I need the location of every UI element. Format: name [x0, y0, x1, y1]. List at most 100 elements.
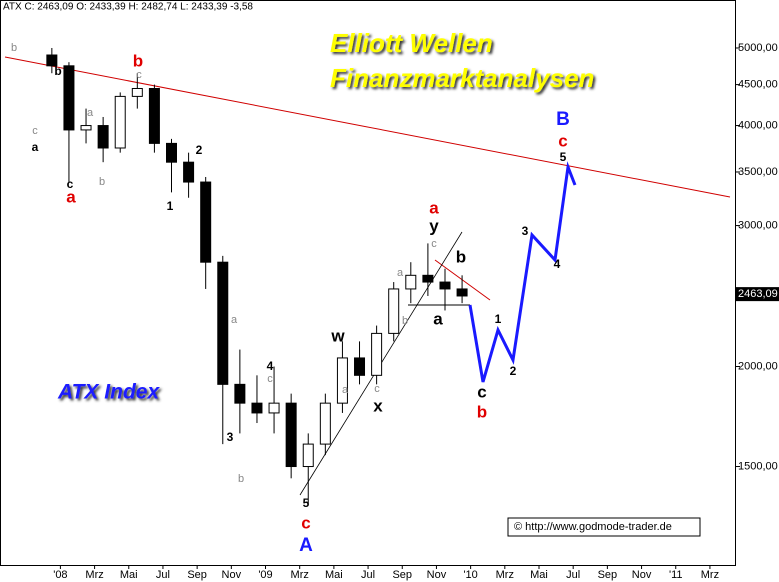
candle-body [80, 125, 92, 131]
wave-label: b [99, 176, 105, 188]
wave-label: a [66, 187, 76, 206]
wave-label: c [558, 131, 567, 150]
candle-body [405, 274, 417, 290]
wave-label: c [136, 69, 142, 81]
candle-body [46, 54, 58, 67]
candle-body [63, 65, 75, 131]
y-tick-label: 3000,00 [738, 219, 778, 231]
x-tick-label: Mai [120, 569, 138, 581]
x-tick-label: '10 [463, 569, 477, 581]
last-price-box [736, 287, 779, 302]
wave-label: 3 [522, 224, 529, 238]
last-price-label: 2463,09 [738, 288, 778, 300]
wave-label: a [429, 198, 439, 217]
wave-label: x [373, 396, 383, 415]
wave-label: c [67, 177, 74, 191]
candle-body [217, 261, 229, 385]
candle-body [422, 274, 434, 283]
wave-label: 4 [267, 359, 274, 373]
wave-label: B [556, 109, 570, 130]
candle-body [336, 357, 348, 404]
wave-label: b [133, 51, 143, 70]
x-tick-label: '09 [258, 569, 272, 581]
wave-label: c [32, 125, 38, 137]
y-tick-label: 1500,00 [738, 460, 778, 472]
x-tick-label: Jul [566, 569, 580, 581]
y-tick-label: 3500,00 [738, 166, 778, 178]
wave-label: c [431, 238, 437, 250]
x-tick-label: Sep [187, 569, 207, 581]
y-tick-label: 5000,00 [738, 42, 778, 54]
candle-body [148, 87, 160, 144]
y-tick-label: 2000,00 [738, 360, 778, 372]
wave-label: 2 [196, 143, 203, 157]
wave-label: b [54, 64, 61, 78]
wave-label: a [342, 384, 349, 396]
wave-label: a [397, 267, 404, 279]
wave-label: w [330, 326, 345, 345]
x-tick-label: Jul [156, 569, 170, 581]
wave-label: a [231, 314, 238, 326]
x-tick-label: Nov [222, 569, 242, 581]
candle-body [354, 357, 366, 376]
x-tick-label: Sep [392, 569, 412, 581]
x-tick-label: Mrz [701, 569, 719, 581]
projection-path [468, 161, 577, 383]
chart-title: Elliott Wellen [330, 28, 493, 58]
wave-label: 4 [554, 257, 561, 271]
x-tick-label: Mrz [291, 569, 309, 581]
candle-body [114, 95, 126, 149]
wave-label: c [301, 513, 310, 532]
source: © http://www.godmode-trader.de [514, 521, 672, 533]
candle-body [302, 443, 314, 468]
candle-body [319, 402, 331, 445]
x-tick-label: Nov [632, 569, 652, 581]
wave-label: 1 [167, 199, 174, 213]
candle-body [371, 332, 383, 376]
x-tick-label: Nov [427, 569, 447, 581]
wave-label: b [238, 473, 244, 485]
wave-label: b [402, 315, 408, 327]
candle-body [268, 402, 280, 414]
candle-body [439, 281, 451, 290]
wave-label: 5 [560, 150, 567, 164]
wave-label: b [11, 42, 17, 54]
wave-label: c [267, 373, 273, 385]
x-tick-label: Sep [598, 569, 618, 581]
x-tick-label: '08 [53, 569, 67, 581]
chart-subtitle: Finanzmarktanalysen [330, 63, 594, 93]
candle-body [251, 402, 263, 414]
wave-label: 1 [495, 312, 502, 326]
wave-label: c [477, 382, 486, 401]
x-tick-label: '11 [669, 569, 683, 581]
candle-body [285, 402, 297, 468]
wave-label: b [477, 402, 487, 421]
candle-body [388, 288, 400, 334]
y-tick-label: 4000,00 [738, 119, 778, 131]
index-name: ATX Index [57, 381, 160, 404]
candle-body [234, 383, 246, 404]
x-tick-label: Jul [361, 569, 375, 581]
x-tick-label: Mai [530, 569, 548, 581]
wave-label: a [87, 107, 94, 119]
candle-body [166, 142, 177, 163]
header: ATX C: 2463,09 O: 2433,39 H: 2482,74 L: … [3, 2, 253, 13]
candle-body [200, 181, 212, 263]
wave-label: 5 [303, 496, 310, 510]
x-tick-label: Mai [325, 569, 343, 581]
candle-body [456, 288, 468, 297]
candle-body [97, 125, 109, 149]
candle-body [131, 87, 143, 97]
wave-label: A [299, 535, 313, 556]
wave-label: a [433, 309, 443, 328]
wave-label: 3 [227, 430, 234, 444]
wave-label: y [429, 216, 439, 235]
wave-label: c [374, 383, 380, 395]
x-tick-label: Mrz [496, 569, 514, 581]
source-box [507, 517, 701, 537]
wave-label: b [456, 247, 466, 266]
y-tick-label: 4500,00 [738, 79, 778, 91]
wave-label: 2 [510, 364, 517, 378]
candle-body [183, 161, 195, 183]
